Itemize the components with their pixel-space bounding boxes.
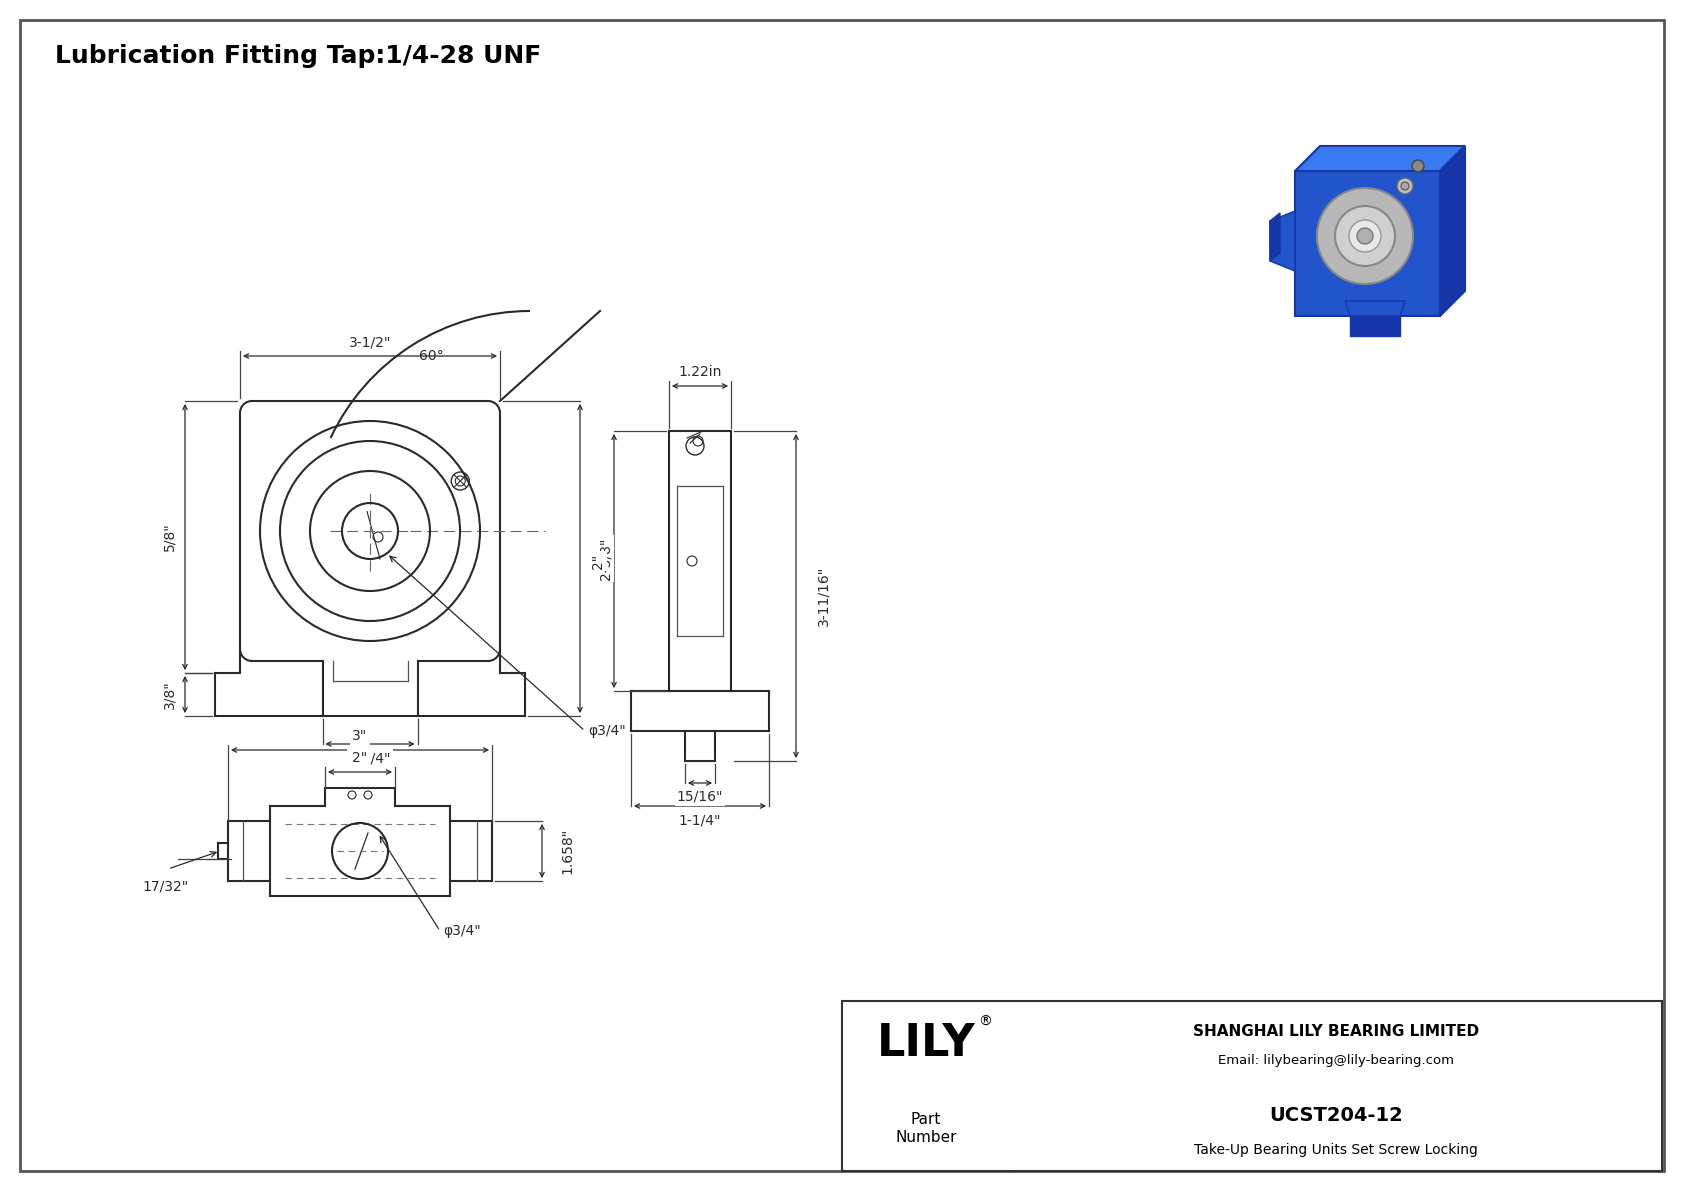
- Text: 2-3/8": 2-3/8": [598, 537, 611, 580]
- Bar: [842, 1000, 1662, 1171]
- Text: Email: lilybearing@lily-bearing.com: Email: lilybearing@lily-bearing.com: [1218, 1054, 1453, 1067]
- Text: LILY: LILY: [877, 1022, 975, 1065]
- Text: φ3/4": φ3/4": [443, 924, 480, 939]
- Polygon shape: [1346, 301, 1404, 316]
- Circle shape: [1411, 160, 1425, 172]
- Text: ®: ®: [978, 1015, 992, 1028]
- Text: 5/8": 5/8": [162, 523, 177, 551]
- Text: 17/32": 17/32": [143, 879, 189, 893]
- Circle shape: [1357, 227, 1372, 244]
- Polygon shape: [1351, 316, 1399, 336]
- Text: Take-Up Bearing Units Set Screw Locking: Take-Up Bearing Units Set Screw Locking: [1194, 1142, 1479, 1156]
- Text: 1-1/4": 1-1/4": [679, 813, 721, 827]
- Text: 60°: 60°: [419, 349, 443, 363]
- Circle shape: [1335, 206, 1394, 266]
- Text: 1-1/4": 1-1/4": [349, 752, 391, 765]
- Text: φ3/4": φ3/4": [588, 724, 626, 738]
- Text: 15/16": 15/16": [677, 790, 722, 804]
- Polygon shape: [1295, 172, 1440, 316]
- Polygon shape: [1440, 211, 1465, 286]
- Polygon shape: [1270, 213, 1280, 261]
- Polygon shape: [1295, 146, 1465, 172]
- Polygon shape: [1270, 211, 1295, 272]
- Text: 2": 2": [352, 752, 367, 765]
- Text: 3-11/16": 3-11/16": [817, 566, 830, 626]
- Text: Lubrication Fitting Tap:1/4-28 UNF: Lubrication Fitting Tap:1/4-28 UNF: [56, 44, 541, 68]
- Circle shape: [1398, 177, 1413, 194]
- Text: 3": 3": [352, 729, 367, 743]
- Circle shape: [1317, 188, 1413, 283]
- Text: Part
Number: Part Number: [896, 1112, 957, 1145]
- Text: SHANGHAI LILY BEARING LIMITED: SHANGHAI LILY BEARING LIMITED: [1192, 1024, 1479, 1039]
- Text: 3-1/2": 3-1/2": [349, 335, 391, 349]
- Circle shape: [1349, 220, 1381, 252]
- Polygon shape: [1440, 146, 1465, 316]
- Text: UCST204-12: UCST204-12: [1270, 1106, 1403, 1125]
- Text: 3/8": 3/8": [162, 680, 177, 709]
- Text: 2": 2": [591, 554, 605, 568]
- Text: 1.22in: 1.22in: [679, 364, 722, 379]
- Text: 1.658": 1.658": [561, 828, 574, 874]
- Circle shape: [1401, 182, 1410, 191]
